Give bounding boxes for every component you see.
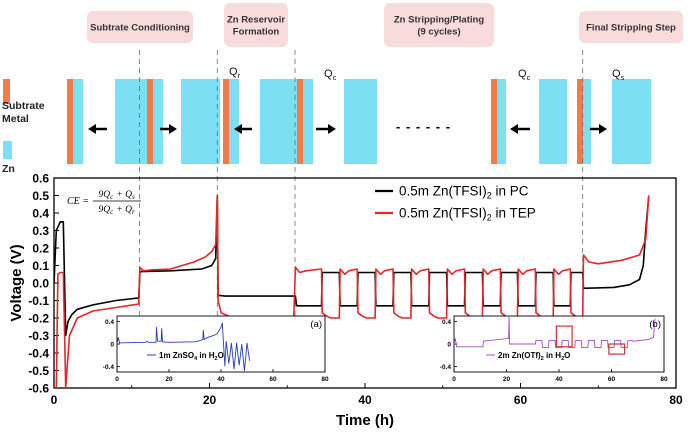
stage-label: Subtrate Conditioning bbox=[90, 23, 190, 34]
x-axis-label: Time (h) bbox=[336, 412, 394, 429]
y-tick-label: -0.1 bbox=[28, 294, 49, 308]
y-tick-label: 0.0 bbox=[32, 277, 49, 291]
y-tick-label: -0.3 bbox=[28, 329, 49, 343]
inset-x-tick-label: 40 bbox=[217, 376, 225, 383]
zinc-layer bbox=[303, 79, 313, 164]
zinc-layer bbox=[115, 79, 147, 164]
charge-label: Qc bbox=[324, 68, 337, 82]
y-tick-label: -0.4 bbox=[28, 347, 49, 361]
y-tick-label: 0.6 bbox=[32, 172, 49, 186]
inset-x-tick-label: 0 bbox=[115, 376, 119, 383]
inset-legend-label: 1m ZnSO4 in H2O bbox=[159, 351, 224, 362]
schematic: Subtrate Conditioning Zn Reservoir Formati… bbox=[2, 3, 683, 325]
highlight-box bbox=[555, 325, 573, 348]
zinc-layer bbox=[344, 79, 377, 164]
inset-panel-label: (b) bbox=[649, 319, 661, 330]
zinc-layer bbox=[260, 79, 297, 164]
zinc-layer bbox=[181, 79, 220, 164]
inset-y-tick-label: 0.4 bbox=[442, 319, 451, 326]
y-tick-label: 0.5 bbox=[32, 189, 49, 203]
stage-box bbox=[384, 3, 494, 47]
zinc-layer bbox=[583, 79, 591, 164]
charge-label: Qr bbox=[229, 66, 241, 80]
flow-arrowhead bbox=[599, 124, 607, 134]
x-tick-label: 0 bbox=[51, 393, 58, 407]
inset-y-tick-label: 0.4 bbox=[105, 319, 114, 326]
inset-y-tick-label: -0.4 bbox=[103, 364, 115, 371]
inset-x-tick-label: 60 bbox=[269, 376, 277, 383]
zinc-legend-swatch bbox=[3, 141, 12, 159]
inset-x-tick-label: 20 bbox=[165, 376, 173, 383]
substrate-layer bbox=[223, 79, 229, 164]
x-tick-label: 20 bbox=[203, 393, 217, 407]
zinc-layer bbox=[539, 79, 567, 164]
y-tick-label: -0.6 bbox=[28, 382, 49, 396]
stage-box bbox=[579, 11, 683, 43]
y-tick-label: -0.5 bbox=[28, 364, 49, 378]
stage-box bbox=[224, 3, 288, 47]
x-tick-label: 40 bbox=[358, 393, 372, 407]
y-tick-label: 0.4 bbox=[32, 207, 49, 221]
ce-expression: 9Qc + Qs bbox=[98, 190, 135, 201]
inset-series-line bbox=[117, 322, 251, 371]
inset-x-tick-label: 0 bbox=[452, 376, 456, 383]
inset-frame bbox=[116, 315, 326, 373]
main-chart: -0.6 -0.5 -0.4 -0.3 -0.2 -0.1 0.0 0.1 0.2 0.3 0.4 0… bbox=[8, 172, 683, 430]
inset-x-tick-label: 80 bbox=[660, 376, 668, 383]
legend-label: 0.5m Zn(TFSI)2 in TEP bbox=[399, 206, 536, 223]
ce-lhs: CE = bbox=[67, 196, 89, 207]
flow-arrowhead bbox=[169, 124, 177, 134]
substrate-layer bbox=[67, 79, 73, 164]
flow-arrowhead bbox=[88, 124, 96, 134]
stage-label: Zn Stripping/Plating (9 cycles) bbox=[394, 15, 484, 38]
zinc-layer bbox=[229, 79, 239, 164]
inset-x-tick-label: 40 bbox=[555, 376, 563, 383]
inset-panel-label: (a) bbox=[310, 319, 322, 330]
legend-label: 0.5m Zn(TFSI)2 in PC bbox=[399, 184, 529, 201]
y-tick-label: -0.2 bbox=[28, 312, 49, 326]
zinc-layer bbox=[153, 79, 163, 164]
zinc-layer bbox=[73, 79, 83, 164]
zinc-legend-label: Zn bbox=[2, 163, 15, 175]
zinc-layer bbox=[612, 79, 651, 164]
inset-legend-label: 2m Zn(OTf)2 in H2O bbox=[498, 351, 570, 362]
inset-a: -0.400.40 20 40 60 80(a)1m ZnSO4 in H2O bbox=[103, 315, 329, 383]
flow-arrowhead bbox=[510, 124, 518, 134]
substrate-legend-label: Subtrate Metal bbox=[2, 100, 45, 125]
y-axis-label: Voltage (V) bbox=[8, 244, 25, 321]
x-tick-label: 60 bbox=[514, 393, 528, 407]
inset-b: -0.400.40 20 40 60 80(b)2m Zn(OTf)2 in H2O bbox=[440, 315, 668, 383]
inset-y-tick-label: 0 bbox=[110, 342, 114, 349]
inset-series-line bbox=[454, 316, 656, 348]
highlight-box bbox=[608, 343, 626, 355]
ce-expression: 9Qc + Qr bbox=[98, 205, 135, 216]
inset-x-tick-label: 80 bbox=[321, 376, 329, 383]
flow-arrowhead bbox=[328, 124, 336, 134]
stage-label: Zn Reservoir Formation bbox=[227, 15, 285, 38]
inset-y-tick-label: 0 bbox=[447, 342, 451, 349]
substrate-layer bbox=[147, 79, 153, 164]
x-tick-label: 80 bbox=[669, 393, 683, 407]
inset-frame bbox=[453, 315, 665, 373]
substrate-legend-swatch bbox=[3, 79, 10, 104]
inset-x-tick-label: 60 bbox=[608, 376, 616, 383]
cycle-ellipsis: - - - - - - bbox=[396, 119, 451, 134]
inset-x-tick-label: 20 bbox=[503, 376, 511, 383]
series-pc-line bbox=[54, 194, 650, 337]
substrate-layer bbox=[297, 79, 303, 164]
flow-arrowhead bbox=[234, 124, 242, 134]
zinc-layer bbox=[497, 79, 506, 164]
substrate-layer bbox=[577, 79, 583, 164]
substrate-layer bbox=[491, 79, 497, 164]
y-tick-label: 0.1 bbox=[32, 259, 49, 273]
y-tick-label: 0.2 bbox=[32, 242, 49, 256]
charge-label: Qc bbox=[518, 68, 531, 82]
inset-y-tick-label: -0.4 bbox=[440, 364, 452, 371]
charge-label: Qs bbox=[612, 68, 625, 82]
y-tick-label: 0.3 bbox=[32, 224, 49, 238]
stage-label: Final Stripping Step bbox=[586, 23, 676, 34]
stage-box bbox=[87, 11, 193, 43]
